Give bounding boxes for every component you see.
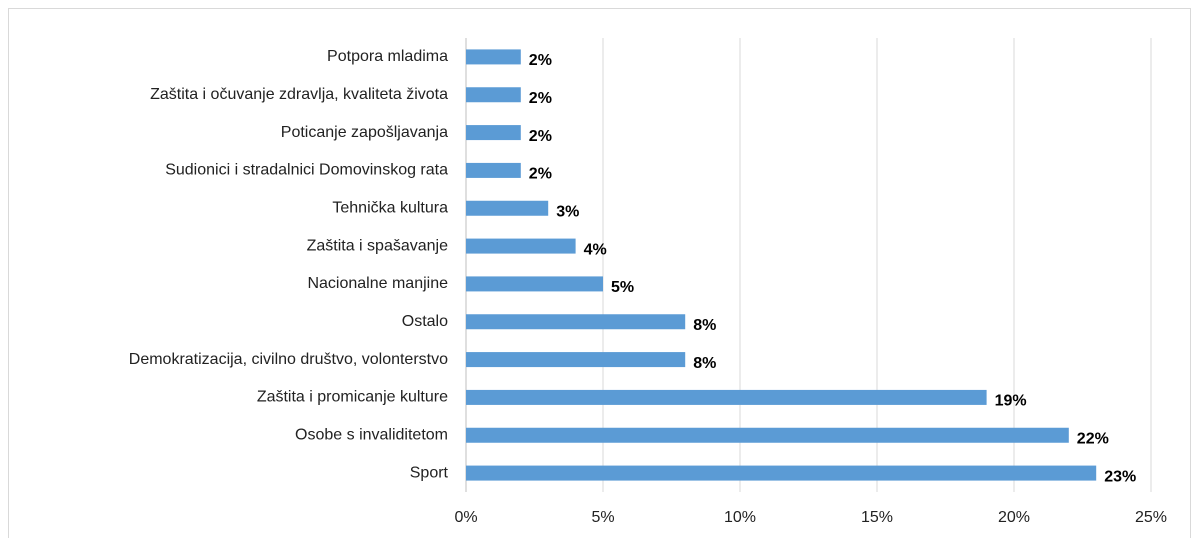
x-tick-label: 20%: [998, 509, 1030, 526]
bar: [466, 162, 521, 178]
y-tick-label: Sudionici i stradalnici Domovinskog rata: [165, 162, 448, 179]
x-tick-label: 0%: [454, 509, 477, 526]
y-tick-label: Osobe s invaliditetom: [295, 426, 448, 443]
y-tick-label: Zaštita i očuvanje zdravlja, kvaliteta ž…: [150, 86, 448, 103]
y-tick-label: Ostalo: [402, 313, 448, 330]
y-tick-label: Poticanje zapošljavanja: [281, 124, 448, 141]
bar: [466, 427, 1069, 443]
value-label: 2%: [529, 166, 552, 183]
bar: [466, 49, 521, 65]
value-label: 19%: [995, 393, 1027, 410]
bar: [466, 125, 521, 141]
value-label: 8%: [693, 355, 716, 372]
bar: [466, 87, 521, 103]
y-tick-label: Tehnička kultura: [332, 199, 448, 216]
value-label: 3%: [556, 203, 579, 220]
x-tick-label: 25%: [1135, 509, 1167, 526]
value-label: 2%: [529, 128, 552, 145]
bar: [466, 389, 987, 405]
y-tick-label: Demokratizacija, civilno društvo, volont…: [129, 351, 448, 368]
value-label: 23%: [1104, 468, 1136, 485]
x-tick-label: 10%: [724, 509, 756, 526]
bar: [466, 200, 549, 216]
y-tick-label: Sport: [410, 464, 449, 481]
y-tick-label: Potpora mladima: [327, 48, 448, 65]
bar: [466, 352, 686, 368]
value-label: 4%: [584, 241, 607, 258]
x-tick-label: 15%: [861, 509, 893, 526]
y-tick-label: Nacionalne manjine: [307, 275, 448, 292]
value-label: 5%: [611, 279, 634, 296]
y-tick-label: Zaštita i spašavanje: [307, 237, 449, 254]
bar: [466, 276, 603, 292]
y-tick-label: Zaštita i promicanje kulture: [257, 389, 448, 406]
value-label: 2%: [529, 90, 552, 107]
value-label: 22%: [1077, 430, 1109, 447]
bar: [466, 238, 576, 254]
x-tick-label: 5%: [591, 509, 614, 526]
value-label: 2%: [529, 52, 552, 69]
value-label: 8%: [693, 317, 716, 334]
chart-frame: [8, 8, 1191, 538]
bar: [466, 465, 1097, 481]
bar: [466, 314, 686, 330]
